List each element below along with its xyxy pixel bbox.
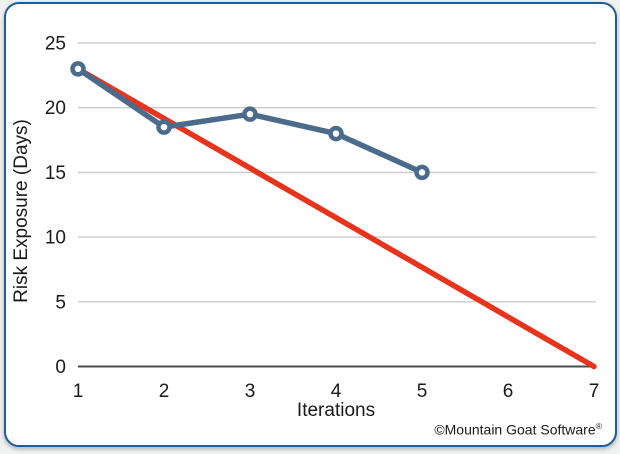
data-point-marker xyxy=(156,119,172,135)
y-tick-label: 10 xyxy=(45,228,66,249)
y-axis-title: Risk Exposure (Days) xyxy=(11,119,32,303)
x-tick-label: 6 xyxy=(503,381,514,402)
y-tick-label: 5 xyxy=(55,292,66,313)
x-tick-label: 2 xyxy=(159,381,170,402)
x-axis-title: Iterations xyxy=(296,400,376,421)
copyright-text: ©Mountain Goat Software® xyxy=(434,421,602,438)
x-tick-label: 3 xyxy=(245,381,256,402)
x-tick-label: 1 xyxy=(73,381,84,402)
x-tick-label: 4 xyxy=(331,381,342,402)
copyright-label: ©Mountain Goat Software xyxy=(434,421,596,438)
data-point-marker xyxy=(242,106,258,122)
data-point-marker xyxy=(70,61,86,77)
data-point-marker xyxy=(328,125,344,142)
x-tick-label: 7 xyxy=(589,381,600,402)
y-tick-label: 20 xyxy=(45,98,66,119)
registered-trademark-symbol: ® xyxy=(595,421,602,431)
x-tick-label: 5 xyxy=(417,381,428,402)
y-tick-label: 0 xyxy=(55,357,66,378)
y-tick-label: 15 xyxy=(45,163,66,184)
planned-risk-burndown-line xyxy=(75,66,597,370)
chart-frame xyxy=(4,2,617,447)
y-tick-label: 25 xyxy=(45,34,66,55)
data-point-marker xyxy=(414,164,430,181)
